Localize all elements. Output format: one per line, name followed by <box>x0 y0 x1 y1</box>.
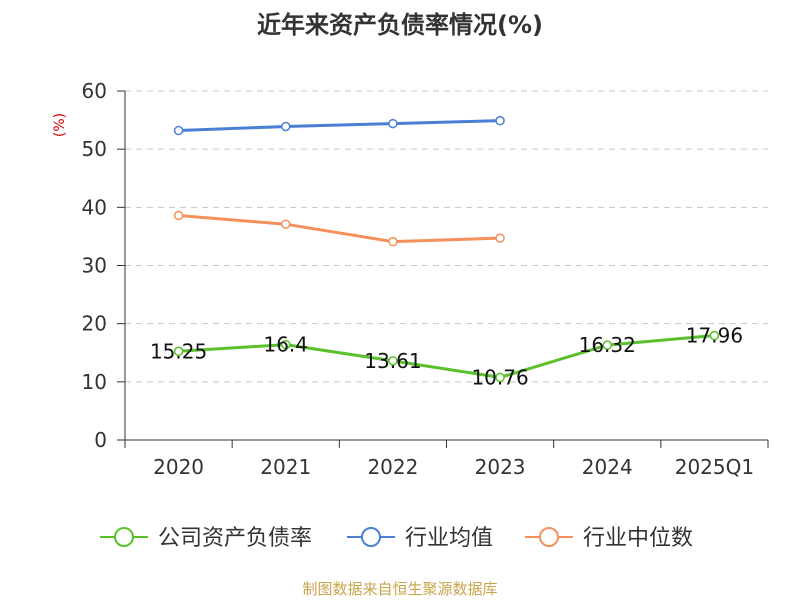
legend-swatch-marker <box>361 527 381 547</box>
data-label: 15.25 <box>150 339 207 363</box>
series-line-1 <box>178 119 501 133</box>
data-point <box>388 236 398 247</box>
data-point <box>495 372 505 383</box>
series-line-2 <box>178 213 501 244</box>
data-point <box>281 219 291 229</box>
data-point <box>495 115 505 126</box>
data-point <box>495 233 505 243</box>
axes: 0 10 20 30 40 50 60 2020 2021 2022 2023 2024 2025Q1 <box>82 79 769 479</box>
x-tick-label: 2024 <box>582 455 633 479</box>
legend-swatch-marker <box>539 527 559 547</box>
x-tick-label: 2022 <box>367 455 418 479</box>
series-line-0 <box>178 334 715 379</box>
data-label: 16.4 <box>263 333 308 357</box>
data-label: 10.76 <box>471 365 528 389</box>
data-point <box>173 125 184 136</box>
x-tick-label: 2023 <box>475 455 526 479</box>
data-point <box>173 346 184 357</box>
legend: 公司资产负债率 行业均值 行业中位数 <box>100 526 693 551</box>
y-tick-label: 20 <box>82 312 107 336</box>
grid-lines <box>125 90 768 383</box>
y-tick-label: 30 <box>82 254 107 278</box>
data-label: 16.32 <box>579 333 636 357</box>
data-point <box>388 118 398 129</box>
y-tick-label: 60 <box>82 79 107 103</box>
legend-label: 行业中位数 <box>583 526 693 551</box>
y-tick-label: 40 <box>82 195 107 219</box>
chart-title: 近年来资产负债率情况(%) <box>257 11 543 39</box>
legend-swatch-marker <box>114 527 134 547</box>
y-tick-label: 0 <box>94 428 107 452</box>
legend-label: 行业均值 <box>405 526 493 551</box>
series-lines <box>173 115 720 383</box>
x-tick-label: 2020 <box>153 455 204 479</box>
data-point <box>173 210 184 221</box>
y-tick-label: 50 <box>82 137 107 161</box>
source-note: 制图数据来自恒生聚源数据库 <box>302 580 497 598</box>
x-tick-label: 2025Q1 <box>675 455 754 479</box>
data-point <box>709 330 720 341</box>
data-labels: 15.25 16.4 13.61 10.76 16.32 17.96 <box>150 324 743 390</box>
y-axis-label: (%) <box>52 113 68 137</box>
data-label: 13.61 <box>364 349 421 373</box>
data-label: 17.96 <box>686 324 743 348</box>
legend-label: 公司资产负债率 <box>158 526 312 551</box>
y-tick-label: 10 <box>82 370 107 394</box>
data-point <box>281 339 291 350</box>
data-point <box>281 121 291 132</box>
x-tick-label: 2021 <box>260 455 311 479</box>
data-point <box>602 340 612 350</box>
data-point <box>388 356 398 366</box>
